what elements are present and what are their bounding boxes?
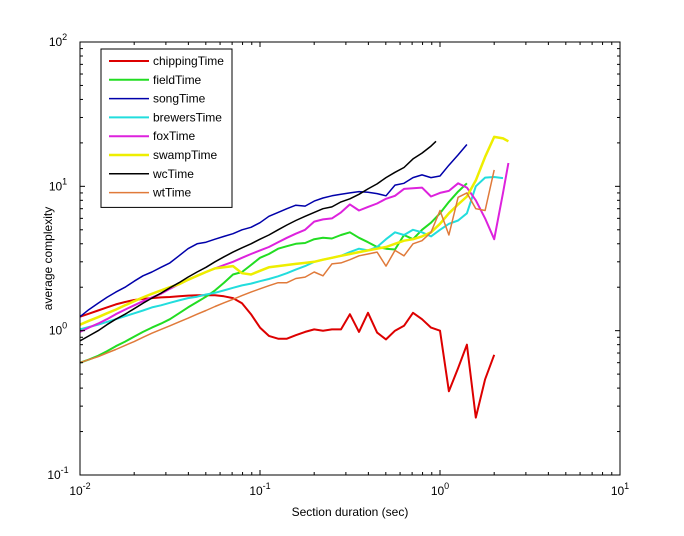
- legend-label-wcTime: wcTime: [152, 167, 194, 181]
- y-tick-label: 100: [49, 321, 67, 338]
- x-axis-label: Section duration (sec): [292, 505, 409, 519]
- y-tick-label: 102: [49, 32, 67, 49]
- y-tick-label: 10-1: [47, 465, 68, 482]
- y-tick-label: 101: [49, 176, 67, 193]
- legend-label-wtTime: wtTime: [152, 186, 192, 200]
- plot-frame: [79, 41, 621, 476]
- series-line-wtTime: [79, 169, 495, 364]
- legend: chippingTime fieldTime songTime brewersTime…: [100, 48, 233, 208]
- legend-label-brewersTime: brewersTime: [153, 110, 222, 124]
- series-line-fieldTime: [79, 182, 468, 364]
- series-line-brewersTime: [79, 176, 504, 331]
- series-line-songTime: [79, 144, 468, 318]
- legend-label-swampTime: swampTime: [153, 148, 218, 162]
- x-tick-label: 101: [611, 481, 629, 498]
- series-line-wcTime: [79, 140, 437, 342]
- legend-box: [100, 48, 233, 208]
- y-axis-label: average complexity: [41, 207, 55, 310]
- legend-label-fieldTime: fieldTime: [153, 73, 202, 87]
- x-tick-label: 100: [431, 481, 449, 498]
- x-tick-label: 10-1: [249, 481, 270, 498]
- legend-label-foxTime: foxTime: [153, 129, 196, 143]
- legend-label-songTime: songTime: [153, 92, 206, 106]
- x-tick-label: 10-2: [69, 481, 90, 498]
- series-line-swampTime: [79, 135, 509, 326]
- series-layer: [79, 135, 510, 419]
- legend-label-chippingTime: chippingTime: [153, 54, 224, 68]
